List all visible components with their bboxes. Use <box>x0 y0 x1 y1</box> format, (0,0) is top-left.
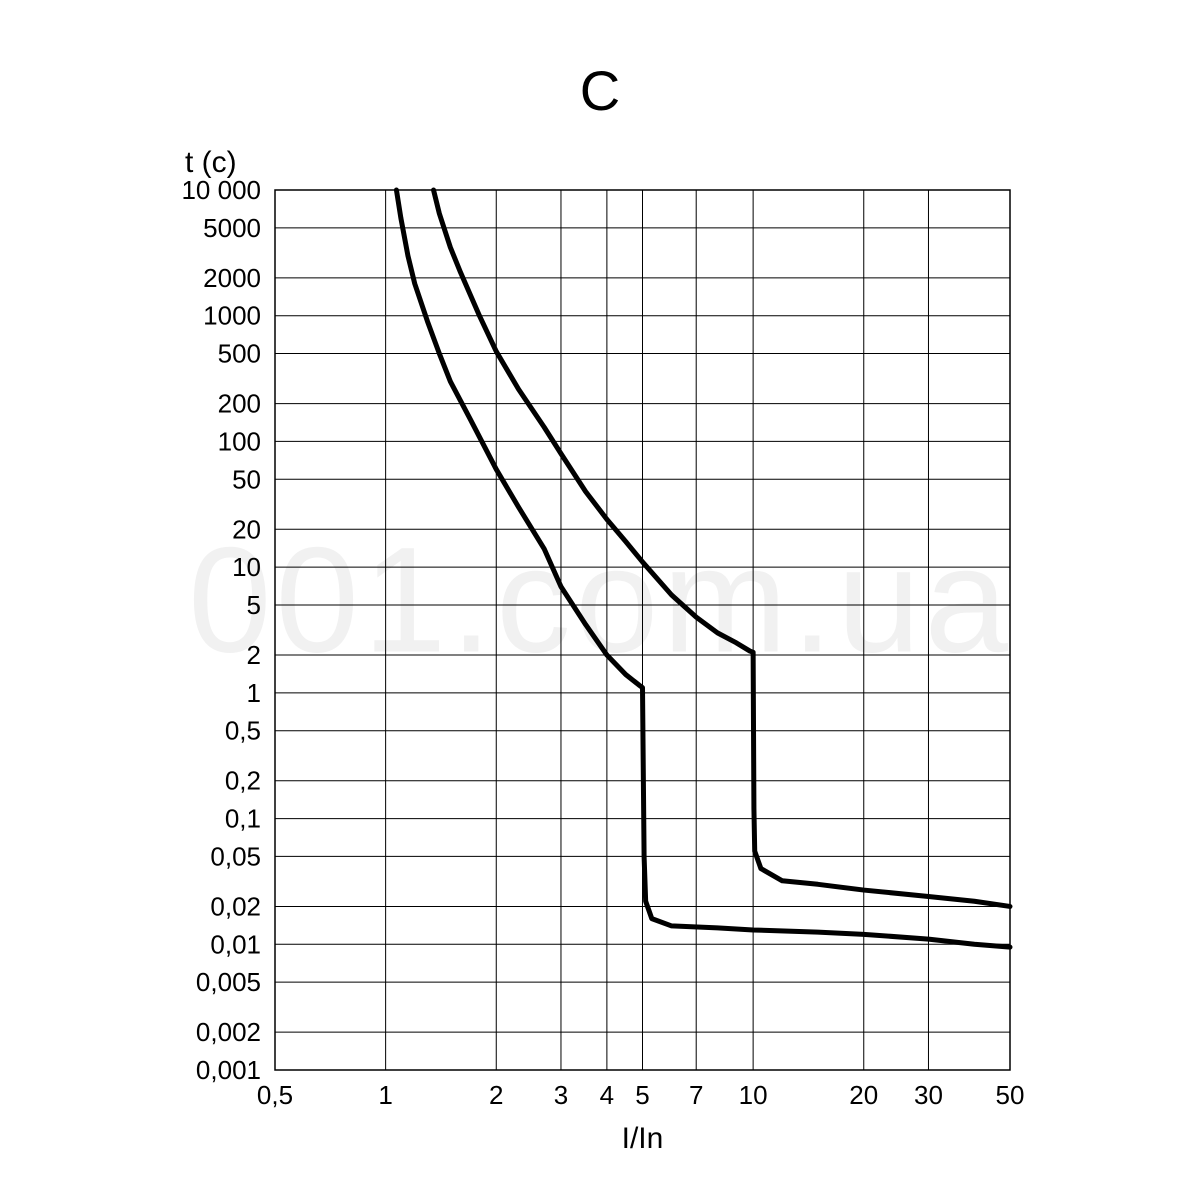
ytick-label: 100 <box>218 426 261 456</box>
xtick-label: 0,5 <box>257 1080 293 1110</box>
ytick-label: 0,01 <box>210 929 261 959</box>
ytick-label: 200 <box>218 389 261 419</box>
ytick-label: 1 <box>247 678 261 708</box>
ytick-label: 0,2 <box>225 766 261 796</box>
ytick-label: 10 <box>232 552 261 582</box>
ytick-label: 0,5 <box>225 716 261 746</box>
xtick-label: 30 <box>914 1080 943 1110</box>
ytick-label: 0,1 <box>225 804 261 834</box>
chart-title: C <box>580 59 620 122</box>
ytick-label: 5000 <box>203 213 261 243</box>
ytick-label: 0,02 <box>210 891 261 921</box>
ytick-label: 50 <box>232 464 261 494</box>
ytick-label: 1000 <box>203 301 261 331</box>
y-axis-label: t (c) <box>185 146 237 179</box>
xtick-label: 3 <box>554 1080 568 1110</box>
ytick-label: 0,001 <box>196 1055 261 1085</box>
xtick-label: 20 <box>849 1080 878 1110</box>
ytick-label: 2 <box>247 640 261 670</box>
x-axis-label: I/In <box>622 1122 664 1155</box>
xtick-label: 7 <box>689 1080 703 1110</box>
xtick-label: 2 <box>489 1080 503 1110</box>
ytick-label: 20 <box>232 514 261 544</box>
xtick-label: 5 <box>635 1080 649 1110</box>
ytick-label: 2000 <box>203 263 261 293</box>
ytick-label: 0,005 <box>196 967 261 997</box>
ytick-label: 0,002 <box>196 1017 261 1047</box>
trip-curve-chart: C0,5123457102030500,0010,0020,0050,010,0… <box>0 0 1200 1200</box>
ytick-label: 5 <box>247 590 261 620</box>
xtick-label: 10 <box>739 1080 768 1110</box>
xtick-label: 1 <box>378 1080 392 1110</box>
ytick-label: 10 000 <box>181 175 261 205</box>
xtick-label: 50 <box>996 1080 1025 1110</box>
ytick-label: 500 <box>218 339 261 369</box>
ytick-label: 0,05 <box>210 841 261 871</box>
curve-lower <box>396 190 1010 947</box>
curve-upper <box>434 190 1010 906</box>
xtick-label: 4 <box>600 1080 614 1110</box>
